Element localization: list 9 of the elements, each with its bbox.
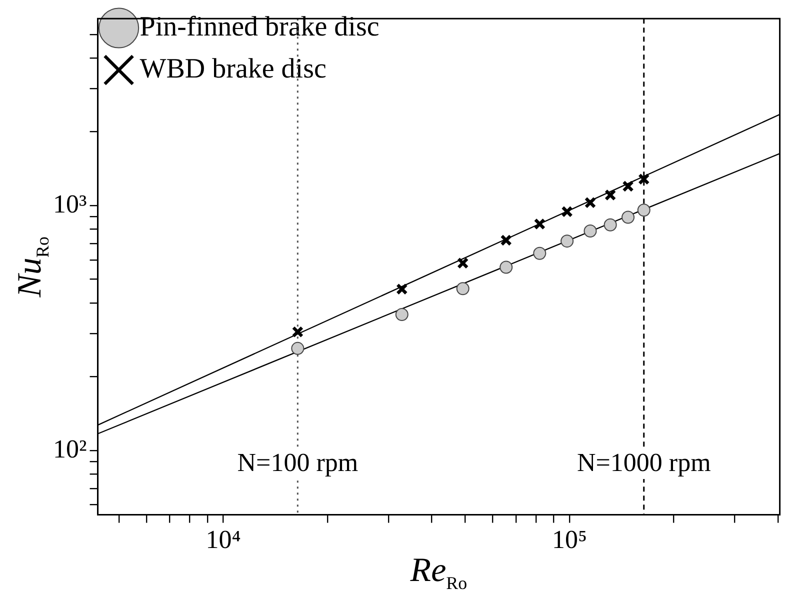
legend-label: Pin-finned brake disc — [140, 11, 380, 42]
legend-label: WBD brake disc — [140, 53, 326, 84]
y-tick-label: 10³ — [53, 189, 87, 218]
y-tick-label: 10² — [53, 434, 87, 464]
annotation: N=1000 rpm — [576, 448, 711, 477]
x-tick-label: 10⁵ — [552, 525, 588, 554]
x-axis-title: Re$_{Ro}$ — [410, 552, 468, 594]
annotation: N=100 rpm — [237, 448, 358, 477]
x-tick-label: 10⁴ — [206, 525, 241, 554]
